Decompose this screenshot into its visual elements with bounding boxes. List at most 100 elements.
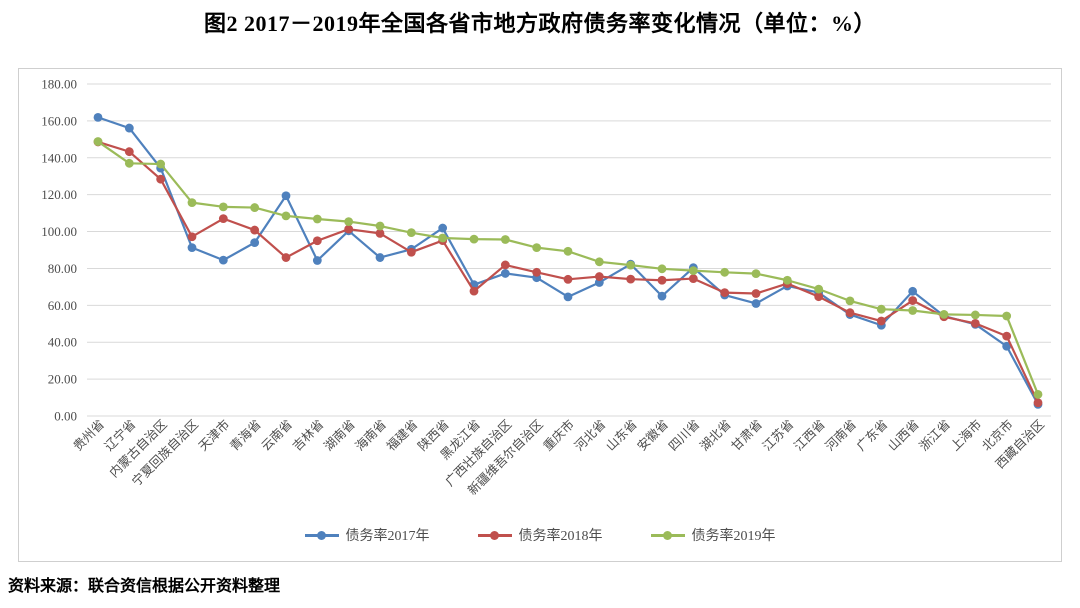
data-point: [375, 221, 385, 231]
x-axis-tick-label: 浙江省: [916, 417, 953, 454]
legend-item-2: 债务率2019年: [650, 525, 776, 545]
data-point: [626, 274, 636, 284]
data-point: [751, 269, 761, 279]
data-point: [469, 286, 479, 296]
data-point: [281, 253, 291, 262]
chart-container: 180.00 160.00 140.00 120.00 100.00 80.00 60.00…: [18, 68, 1062, 562]
data-point: [563, 292, 573, 302]
data-point: [751, 289, 761, 298]
data-point: [124, 123, 134, 133]
x-axis-tick-label: 山西省: [885, 417, 921, 453]
data-point: [469, 234, 479, 244]
y-axis-tick-label: 180.00: [41, 77, 77, 92]
data-point: [626, 260, 636, 270]
data-point: [344, 224, 354, 234]
data-point: [500, 235, 510, 244]
series-line-1: [97, 140, 1039, 404]
legend-label: 债务率2018年: [518, 529, 603, 544]
y-axis-tick-label: 120.00: [41, 187, 77, 202]
source-note: 资料来源：联合资信根据公开资料整理: [8, 578, 281, 595]
data-point: [814, 284, 824, 294]
data-point: [532, 243, 542, 253]
y-axis-tick-label: 20.00: [48, 372, 77, 387]
data-point: [908, 306, 918, 315]
x-axis-tick-label: 山东省: [603, 417, 639, 453]
data-point: [970, 319, 980, 328]
data-point: [563, 274, 573, 284]
x-axis-tick-label: 广东省: [854, 417, 890, 453]
data-point: [312, 214, 322, 224]
data-point: [970, 310, 980, 320]
data-point: [218, 255, 228, 265]
legend-marker-icon: [477, 530, 512, 540]
x-axis-tick-label: 四川省: [666, 417, 702, 453]
y-axis-tick-label: 0.00: [54, 409, 77, 424]
data-point: [250, 238, 260, 248]
data-point: [845, 296, 855, 306]
chart-legend: 债务率2017年 债务率2018年 债务率2019年: [19, 525, 1061, 545]
data-point: [876, 304, 886, 314]
data-point: [688, 274, 698, 283]
data-point: [751, 299, 761, 308]
data-point: [187, 198, 197, 207]
x-axis-tick-label: 重庆市: [540, 417, 577, 454]
line-chart: 180.00 160.00 140.00 120.00 100.00 80.00 60.00…: [41, 77, 1051, 498]
data-point: [594, 272, 604, 281]
x-axis-tick-label: 河南省: [822, 417, 859, 454]
data-point: [124, 158, 134, 168]
y-axis-tick-label: 160.00: [41, 113, 77, 128]
x-axis-tick-label: 吉林省: [290, 417, 326, 453]
data-point: [814, 292, 824, 302]
data-point: [876, 316, 886, 326]
x-axis-tick-label: 河北省: [572, 417, 608, 453]
data-point: [281, 211, 291, 221]
data-point: [156, 159, 166, 169]
legend-item-1: 债务率2018年: [477, 525, 603, 545]
data-point: [845, 308, 855, 318]
data-point: [563, 246, 573, 256]
x-axis-tick-label: 福建省: [383, 417, 420, 454]
data-point: [218, 202, 228, 212]
data-point: [406, 247, 416, 257]
chart-title: 图2 2017－2019年全国各省市地方政府债务率变化情况（单位：%）: [203, 11, 876, 36]
data-point: [1002, 311, 1012, 321]
data-point: [438, 233, 448, 243]
x-axis-tick-label: 天津市: [195, 417, 232, 454]
x-axis-tick-label: 上海市: [947, 417, 984, 454]
legend-marker-icon: [304, 530, 339, 540]
series-line-0: [97, 116, 1039, 405]
data-point: [406, 228, 416, 238]
data-point: [657, 264, 667, 274]
y-axis-tick-label: 140.00: [41, 150, 77, 165]
x-axis-tick-label: 湖北省: [697, 417, 734, 454]
legend-label: 债务率2019年: [691, 529, 776, 544]
data-point: [1033, 398, 1043, 408]
data-point: [281, 191, 291, 201]
x-axis-tick-label: 青海省: [227, 417, 264, 454]
x-axis-tick-label: 安徽省: [634, 417, 671, 454]
data-point: [438, 223, 448, 233]
legend-marker-icon: [650, 530, 685, 540]
data-point: [688, 266, 698, 276]
data-point: [532, 267, 542, 277]
x-axis-tick-label: 江西省: [791, 417, 827, 453]
x-axis-tick-label: 湖南省: [321, 417, 358, 454]
legend-label: 债务率2017年: [345, 529, 430, 544]
data-point: [720, 288, 730, 298]
data-point: [500, 260, 510, 270]
data-point: [500, 269, 510, 278]
data-point: [908, 286, 918, 296]
data-point: [939, 309, 949, 319]
data-point: [594, 257, 604, 267]
data-point: [1033, 390, 1043, 399]
data-point: [93, 137, 103, 146]
data-point: [375, 253, 385, 262]
x-axis-tick-label: 甘肃省: [729, 417, 765, 453]
legend-item-0: 债务率2017年: [304, 525, 430, 545]
y-axis-tick-label: 60.00: [48, 298, 77, 313]
data-point: [250, 203, 260, 212]
data-point: [312, 236, 322, 246]
data-point: [93, 112, 103, 122]
data-point: [657, 275, 667, 285]
data-point: [782, 275, 792, 285]
